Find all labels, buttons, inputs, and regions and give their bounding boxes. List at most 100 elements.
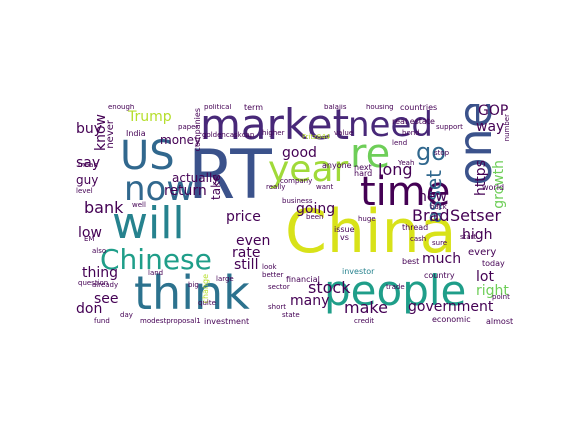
- word-government: government: [408, 299, 494, 315]
- word-rate: rate: [232, 245, 261, 261]
- word-will: will: [112, 198, 185, 249]
- word-lot: lot: [476, 269, 494, 285]
- word-mean: mean: [78, 161, 98, 169]
- word-back: back: [430, 203, 447, 211]
- word-actually: actually: [172, 171, 220, 185]
- word-brad: Brad: [412, 206, 450, 225]
- word-cash: cash: [410, 235, 427, 243]
- word-value: value: [334, 129, 354, 137]
- word-even: even: [236, 233, 271, 249]
- word-don: don: [76, 301, 103, 317]
- word-land: land: [148, 269, 164, 277]
- word-financial: financial: [286, 275, 320, 284]
- word-balajis: balajis: [324, 104, 347, 111]
- word-now: now: [124, 169, 195, 209]
- word-sector: sector: [268, 283, 290, 291]
- word-market: market: [200, 104, 350, 149]
- word-return: return: [164, 183, 207, 199]
- word-huge: huge: [358, 215, 376, 223]
- word-look: look: [262, 263, 277, 271]
- word-right: right: [476, 283, 509, 299]
- word-number: number: [503, 114, 511, 142]
- word-buy: buy: [76, 121, 103, 137]
- word-yeah: Yeah: [398, 159, 415, 167]
- word-bank: bank: [84, 198, 124, 217]
- word-investment: investment: [204, 317, 250, 326]
- word-trump: Trump: [128, 109, 172, 125]
- word-political: political: [204, 104, 232, 111]
- word-next: next: [354, 163, 372, 172]
- word-short: short: [268, 303, 286, 311]
- word-much: much: [422, 251, 462, 267]
- word-low: low: [78, 225, 102, 241]
- word-take: take: [209, 174, 223, 200]
- word-setser: Setser: [450, 206, 502, 225]
- word-state: state: [282, 311, 300, 319]
- word-goldencaskcap: goldencaskcap: [202, 131, 255, 139]
- word-bond: bond: [402, 129, 420, 137]
- word-quite: quite: [198, 299, 216, 307]
- word-long: long: [378, 160, 413, 179]
- word-india: India: [126, 129, 146, 138]
- word-lend: lend: [392, 139, 408, 147]
- word-modestproposal1: modestproposal1: [140, 317, 201, 325]
- word-year: year: [268, 149, 349, 190]
- word-guy: guy: [76, 173, 99, 187]
- word-fund: fund: [94, 317, 110, 325]
- word-gop: GOP: [478, 104, 509, 119]
- word-price: price: [226, 209, 261, 225]
- word-money: money: [160, 133, 202, 147]
- word-investor: investor: [342, 267, 375, 276]
- word-anyone: anyone: [322, 161, 352, 170]
- word-already: already: [92, 281, 119, 289]
- word-never: never: [105, 120, 116, 149]
- word-trade: trade: [386, 283, 405, 291]
- word-issue: issue: [334, 225, 355, 234]
- word-countries: countries: [400, 104, 438, 112]
- word-term: term: [244, 104, 263, 112]
- word-country: country: [424, 271, 455, 280]
- word-economic: economic: [432, 315, 471, 324]
- word-today: today: [482, 259, 505, 268]
- word-business: business: [282, 197, 313, 205]
- word-thing: thing: [82, 265, 119, 281]
- word-want: want: [316, 183, 334, 191]
- word-large: large: [216, 275, 234, 283]
- word-think: think: [134, 266, 250, 320]
- word-stock: stock: [308, 278, 351, 297]
- word-rt: RT: [188, 136, 272, 215]
- word-higher: higher: [262, 129, 285, 137]
- word-been: been: [306, 213, 324, 221]
- word-better: better: [262, 271, 284, 279]
- word-good: good: [282, 145, 317, 161]
- word-make: make: [344, 298, 388, 317]
- word-level: level: [76, 187, 93, 195]
- word-see: see: [94, 291, 119, 307]
- word-well: well: [132, 201, 146, 209]
- word-credit: credit: [354, 317, 375, 325]
- word-big: big: [188, 281, 199, 289]
- word-support: support: [436, 123, 463, 131]
- word-every: every: [468, 247, 497, 258]
- word-us: US: [120, 133, 175, 179]
- word-chinese: Chinese: [100, 243, 212, 276]
- word-cloud: China RT think market people will one ye…: [72, 104, 513, 328]
- word-going: going: [296, 201, 336, 217]
- word-go: go: [416, 138, 446, 166]
- word-really: really: [266, 183, 286, 191]
- word-need: need: [348, 105, 433, 145]
- word-re: re: [350, 131, 391, 177]
- word-enough: enough: [108, 104, 135, 111]
- word-start: start: [460, 233, 477, 241]
- word-question: question: [78, 279, 109, 287]
- word-also: also: [92, 247, 107, 255]
- word-housing: housing: [366, 104, 394, 111]
- word-china: China: [285, 197, 457, 267]
- word-sure: sure: [432, 239, 448, 247]
- word-thread: thread: [402, 223, 429, 232]
- word-high: high: [462, 227, 493, 243]
- word-paper: paper: [178, 123, 199, 131]
- word-time: time: [360, 169, 451, 215]
- word-new: new: [418, 189, 447, 205]
- word-real-estate: real estate: [392, 117, 435, 126]
